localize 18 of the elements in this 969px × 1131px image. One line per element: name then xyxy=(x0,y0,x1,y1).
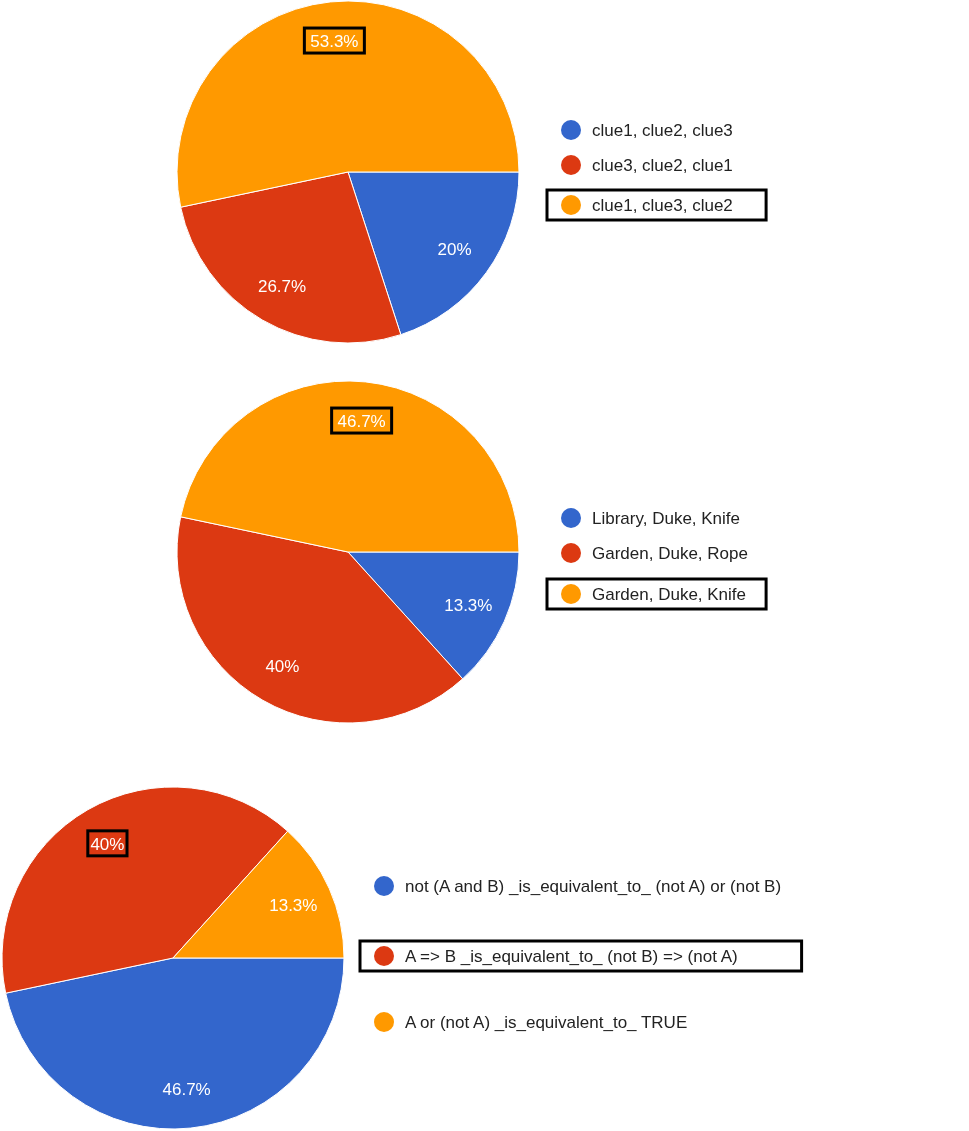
data-label: 46.7% xyxy=(162,1079,211,1099)
legend-label: Garden, Duke, Rope xyxy=(592,543,748,563)
legend-label: A or (not A) _is_equivalent_to_ TRUE xyxy=(405,1012,688,1032)
data-label: 20% xyxy=(437,240,472,260)
legend-label: not (A and B) _is_equivalent_to_ (not A) or (not B) xyxy=(405,876,782,896)
data-label: 53.3% xyxy=(310,31,359,51)
legend-label: clue1, clue3, clue2 xyxy=(592,195,733,215)
data-label: 26.7% xyxy=(257,276,307,296)
legend-label: clue3, clue2, clue1 xyxy=(592,155,733,175)
data-label: 40% xyxy=(265,657,300,677)
data-label: 13.3% xyxy=(269,895,318,915)
legend-label: Library, Duke, Knife xyxy=(592,508,741,528)
data-label: 40% xyxy=(90,834,125,854)
data-label: 46.7% xyxy=(337,411,386,431)
legend-label: A => B _is_equivalent_to_ (not B) => (not A) xyxy=(405,946,738,966)
legend-label: clue1, clue2, clue3 xyxy=(592,120,733,140)
data-label: 13.3% xyxy=(444,596,493,616)
legend-label: Garden, Duke, Knife xyxy=(592,584,747,604)
